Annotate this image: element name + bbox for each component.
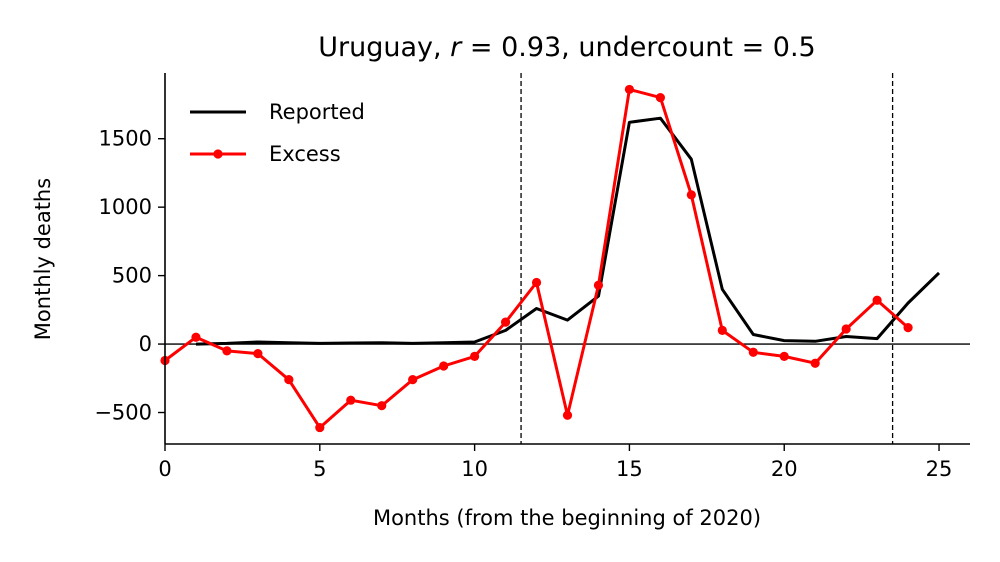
point-excess-20 (779, 351, 789, 361)
x-axis-label: Months (from the beginning of 2020) (373, 506, 761, 530)
x-tick-label-25: 25 (926, 457, 953, 481)
point-excess-1 (191, 332, 201, 342)
y-tick-label-0: 0 (139, 332, 152, 356)
point-excess-5 (315, 422, 325, 433)
chart-title: Uruguay, r = 0.93, undercount = 0.5 (318, 32, 816, 63)
y-tick-label-500: 500 (112, 264, 152, 288)
y-tick-label-1000: 1000 (99, 195, 152, 219)
axes: 0 5 10 15 20 25 −500 0 500 1000 1500 (94, 73, 970, 481)
point-excess-12 (531, 277, 542, 288)
point-excess-11 (500, 317, 511, 327)
point-excess-13 (562, 410, 573, 420)
point-excess-8 (408, 375, 418, 385)
x-tick-label-0: 0 (158, 457, 171, 481)
point-excess-4 (284, 375, 294, 385)
y-tick-label--500: −500 (94, 401, 152, 425)
x-tick-label-10: 10 (461, 457, 488, 481)
y-axis-label: Monthly deaths (31, 178, 55, 340)
point-excess-3 (253, 349, 263, 359)
legend-label-reported: Reported (269, 100, 365, 124)
reference-lines (165, 73, 970, 444)
series-line-excess (164, 87, 910, 430)
point-excess-19 (748, 347, 758, 357)
point-excess-2 (222, 346, 232, 356)
point-excess-7 (377, 401, 387, 411)
series-excess (160, 84, 913, 433)
point-excess-23 (872, 295, 882, 305)
point-excess-14 (593, 280, 604, 290)
point-excess-10 (470, 351, 480, 361)
x-tick-label-20: 20 (771, 457, 798, 481)
x-tick-label-15: 15 (616, 457, 643, 481)
x-tick-label-5: 5 (313, 457, 326, 481)
point-excess-21 (810, 358, 820, 368)
legend: Reported Excess (190, 100, 365, 166)
series-layer (160, 84, 941, 433)
series-reported (195, 116, 941, 346)
y-tick-label-1500: 1500 (99, 127, 152, 151)
point-excess-24 (903, 323, 913, 333)
legend-label-excess: Excess (269, 142, 341, 166)
point-excess-16 (655, 93, 665, 103)
point-excess-6 (346, 395, 356, 405)
point-excess-9 (439, 361, 449, 371)
legend-item-excess: Excess (190, 142, 341, 166)
legend-marker-excess (213, 149, 223, 159)
point-excess-17 (686, 190, 696, 200)
point-excess-22 (841, 324, 851, 334)
legend-item-reported: Reported (190, 100, 365, 124)
point-excess-18 (717, 325, 727, 335)
series-line-reported (195, 116, 941, 346)
point-excess-15 (624, 84, 635, 95)
